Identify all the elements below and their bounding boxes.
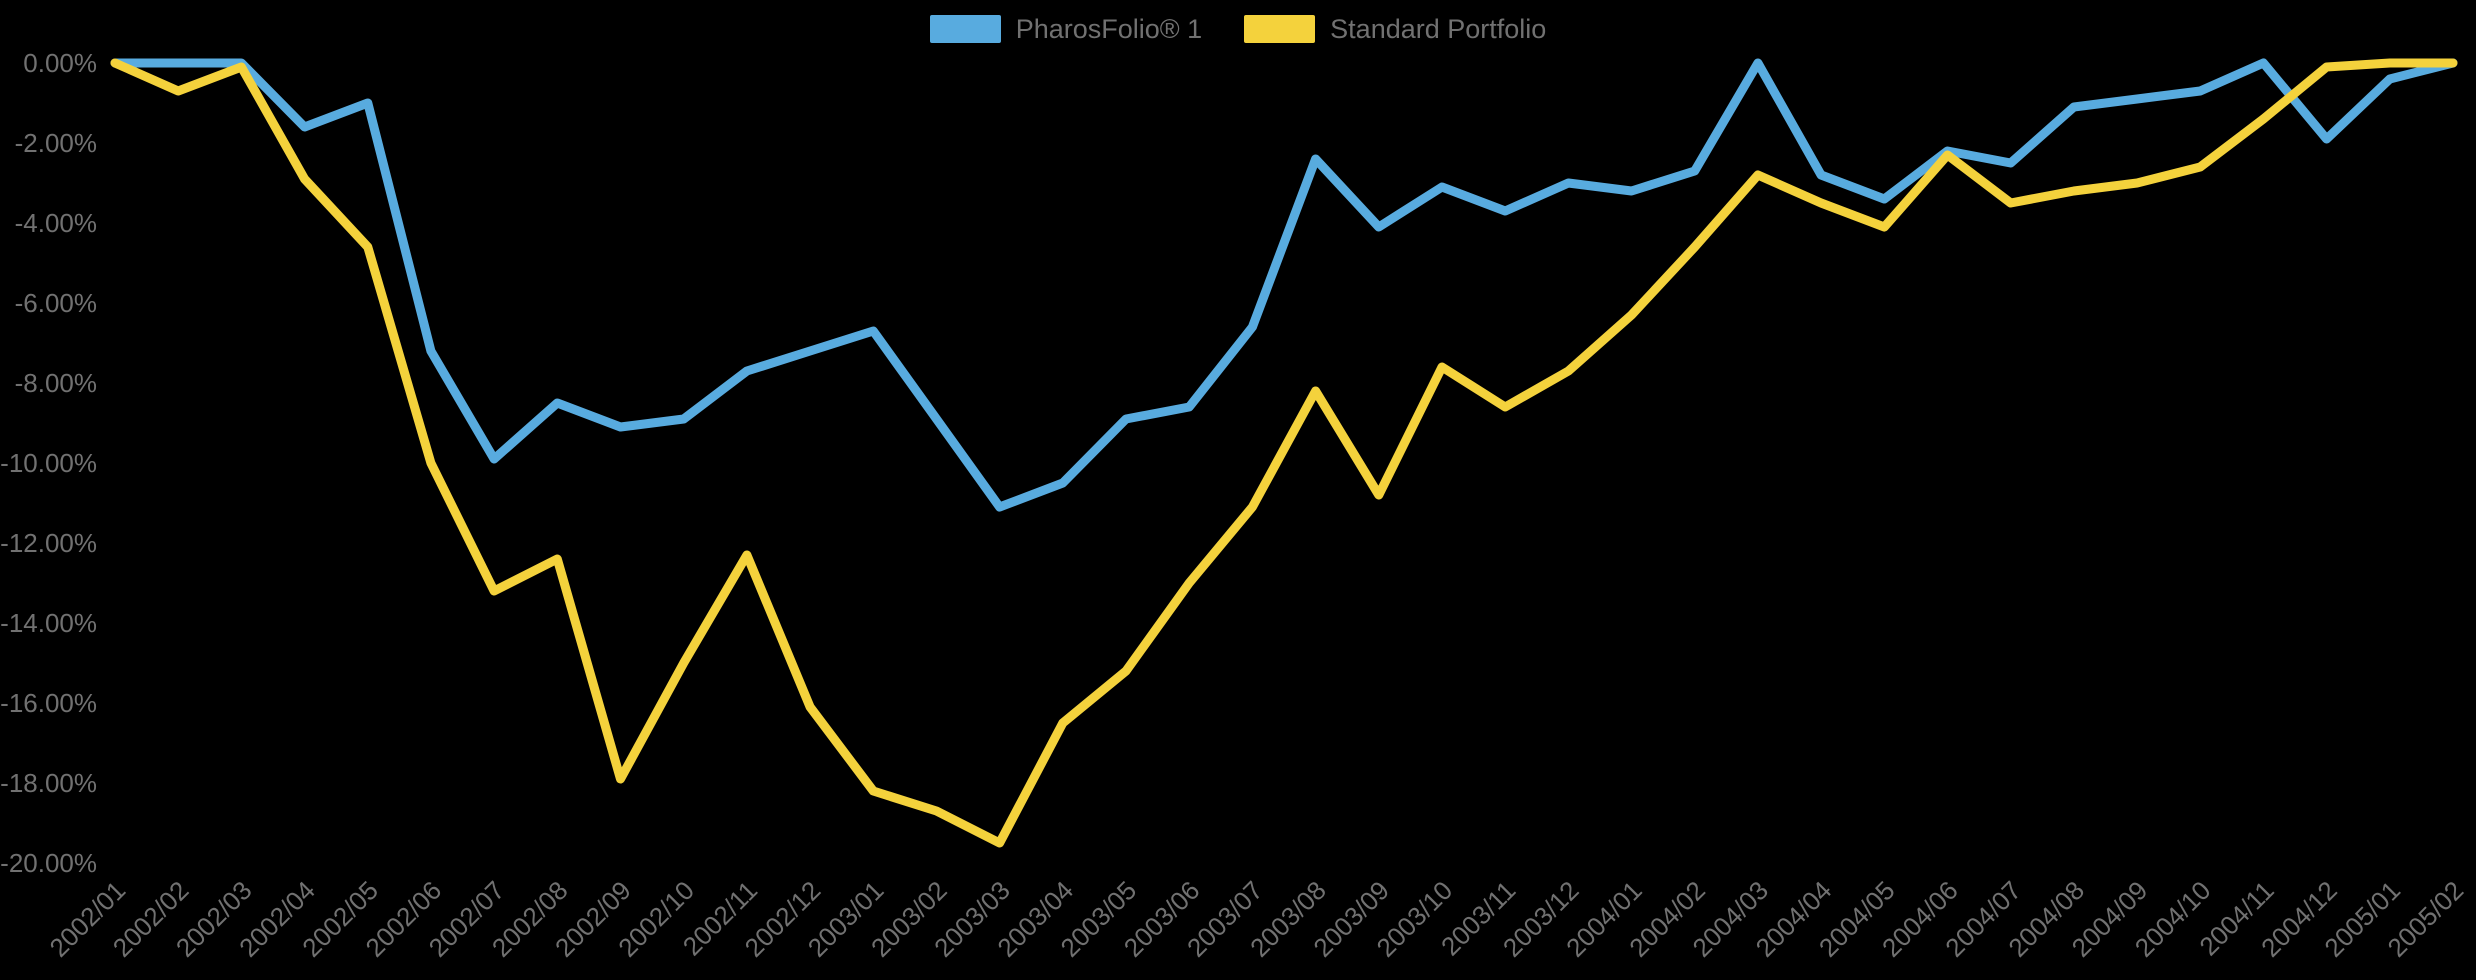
- y-axis-tick-label: -20.00%: [0, 848, 97, 878]
- series-line-pharosfolio-1[interactable]: [110, 58, 2458, 512]
- legend-swatch-pharosfolio-1-icon: [929, 15, 1001, 43]
- series-line-standard-portfolio[interactable]: [110, 58, 2458, 848]
- y-axis-tick-label: -8.00%: [15, 368, 97, 398]
- y-axis-tick-label: -16.00%: [0, 688, 97, 718]
- y-axis-tick-label: -4.00%: [15, 208, 97, 238]
- y-axis-tick-label: -18.00%: [0, 768, 97, 798]
- y-axis-tick-label: -14.00%: [0, 608, 97, 638]
- legend-label-pharosfolio-1: PharosFolio® 1: [1015, 14, 1203, 44]
- y-axis-tick-label: -12.00%: [0, 528, 97, 558]
- legend-label-standard-portfolio: Standard Portfolio: [1330, 14, 1547, 44]
- y-axis-tick-label: -10.00%: [0, 448, 97, 478]
- y-axis-tick-label: -2.00%: [15, 128, 97, 158]
- legend-swatch-standard-portfolio-icon: [1244, 15, 1316, 43]
- y-axis-tick-label: -6.00%: [15, 288, 97, 318]
- y-axis-tick-label: 0.00%: [23, 48, 97, 78]
- chart-legend: PharosFolio® 1 Standard Portfolio: [0, 15, 2476, 43]
- legend-item-pharosfolio-1[interactable]: PharosFolio® 1: [929, 14, 1203, 44]
- legend-item-standard-portfolio[interactable]: Standard Portfolio: [1244, 15, 1546, 43]
